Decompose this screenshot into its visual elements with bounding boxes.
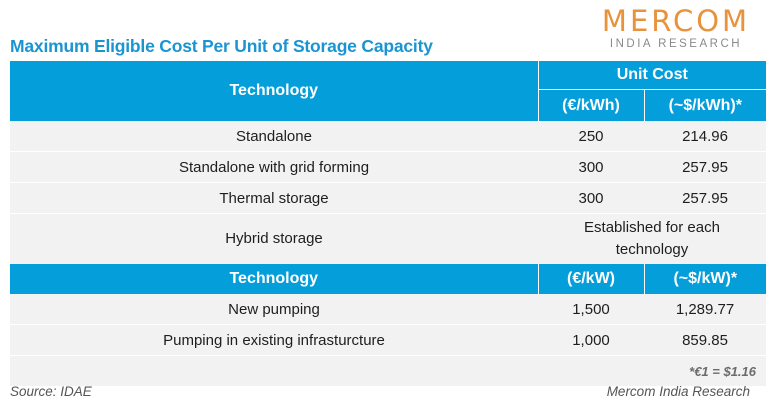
header-unit-cost: Unit Cost (537, 61, 767, 90)
cell-usd: 214.96 (644, 121, 767, 152)
page-title: Maximum Eligible Cost Per Unit of Storag… (10, 36, 433, 56)
header-row-2: (€/kWh) (~$/kWh)* (10, 89, 767, 121)
cell-usd: 257.95 (644, 151, 767, 183)
table-row: Standalone 250 214.96 (10, 121, 767, 152)
cell-eur: 1,000 (538, 324, 644, 356)
cell-eur: 300 (538, 151, 644, 183)
cell-eur: 250 (538, 121, 644, 152)
cell-eur: 1,500 (538, 294, 644, 325)
header-technology-2: Technology (10, 264, 538, 294)
header-row-1: Technology Unit Cost (10, 61, 767, 121)
logo-subtitle: INDIA RESEARCH (609, 38, 743, 50)
credit-label: Mercom India Research (606, 384, 750, 399)
header-technology: Technology (10, 61, 538, 121)
cell-usd: 1,289.77 (644, 294, 767, 325)
table-row: New pumping 1,500 1,289.77 (10, 294, 767, 325)
footnote-row: *€1 = $1.16 (10, 355, 767, 386)
cell-eur: 300 (538, 182, 644, 214)
table-row: Standalone with grid forming 300 257.95 (10, 151, 767, 183)
exchange-rate-note: *€1 = $1.16 (10, 355, 767, 386)
mercom-logo: MERCOM INDIA RESEARCH (596, 6, 756, 52)
cell-technology: Thermal storage (10, 182, 538, 214)
header-eur-kwh: (€/kWh) (537, 89, 644, 121)
source-label: Source: IDAE (10, 384, 92, 399)
cell-technology: New pumping (10, 294, 538, 325)
header-usd-kw: (~$/kW)* (643, 264, 767, 294)
cell-usd: 257.95 (644, 182, 767, 214)
header-usd-kwh: (~$/kWh)* (643, 89, 767, 121)
table-row-hybrid: Hybrid storage Established for each tech… (10, 213, 767, 264)
cell-usd: 859.85 (644, 324, 767, 356)
table-row: Pumping in existing infrasturcture 1,000… (10, 324, 767, 356)
header-eur-kw: (€/kW) (537, 264, 644, 294)
section2-header-row: Technology (€/kW) (~$/kW)* (10, 264, 767, 294)
cell-technology: Standalone (10, 121, 538, 152)
cell-technology: Hybrid storage (10, 213, 538, 264)
cell-hybrid-value: Established for each technology (538, 213, 767, 264)
cell-technology: Standalone with grid forming (10, 151, 538, 183)
cell-technology: Pumping in existing infrasturcture (10, 324, 538, 356)
table-row: Thermal storage 300 257.95 (10, 182, 767, 214)
cost-table: Technology Unit Cost (€/kWh) (~$/kWh)* S… (10, 61, 767, 386)
logo-wordmark: MERCOM (601, 4, 751, 38)
